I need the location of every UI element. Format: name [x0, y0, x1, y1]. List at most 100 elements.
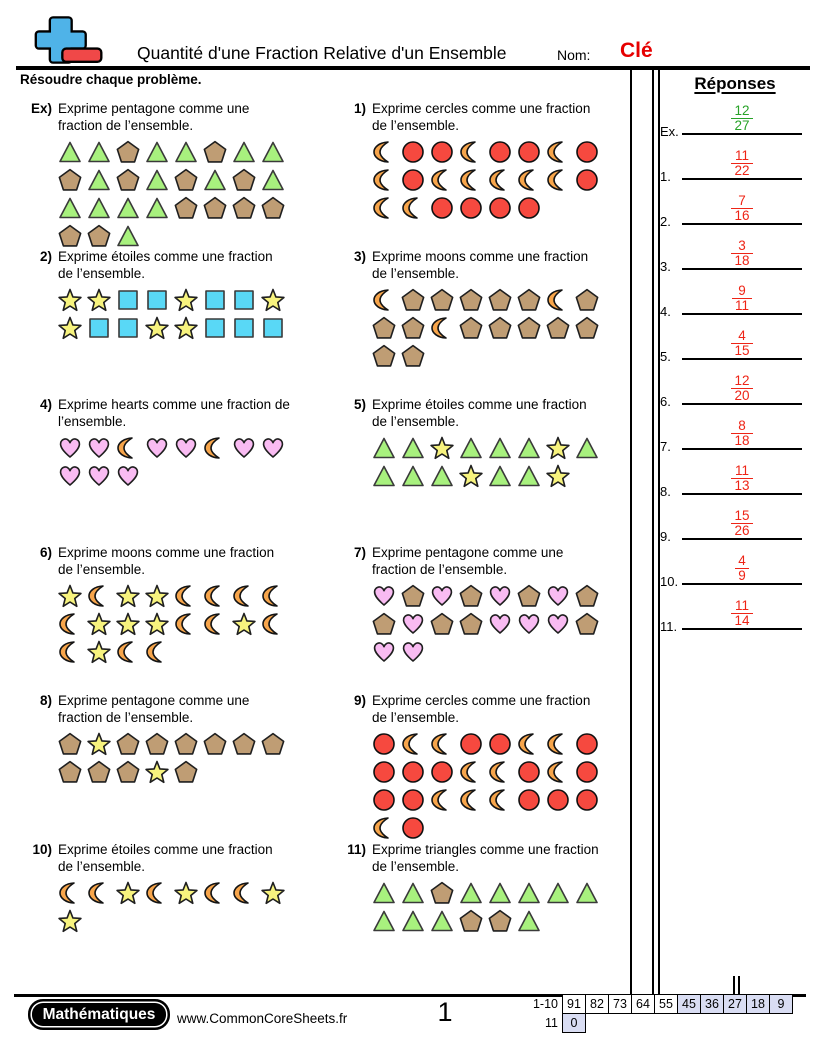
- problem-block: 4) Exprime hearts comme une fraction de l’…: [20, 396, 334, 492]
- fraction-numerator: 11: [734, 598, 749, 613]
- answer-blank-line: [682, 403, 802, 405]
- score-cell: 18: [746, 994, 770, 1014]
- answers-divider-double-line: [652, 66, 660, 996]
- problem-block: 6) Exprime moons comme une fraction de l’e…: [20, 544, 334, 668]
- answer-number: 6.: [660, 394, 671, 409]
- problem-number: 9): [353, 693, 366, 708]
- problem-prompt: Exprime moons comme une fraction de l’ens…: [58, 545, 275, 577]
- shape-row: [58, 224, 334, 252]
- fraction-numerator: 4: [738, 553, 746, 568]
- circle-shape-icon: [402, 817, 424, 839]
- fraction-bar: [731, 208, 753, 209]
- shape-row: [58, 196, 334, 224]
- problem-block: 2) Exprime étoiles comme une fraction de l…: [20, 248, 334, 344]
- pentagon-shape-icon: [430, 612, 454, 635]
- pentagon-shape-icon: [203, 732, 227, 755]
- problem-shapes: [58, 140, 334, 252]
- shape-row: [58, 732, 334, 760]
- name-label: Nom:: [557, 47, 591, 63]
- heart-shape-icon: [262, 438, 284, 458]
- answer-number: 4.: [660, 304, 671, 319]
- answer-fraction: 9 11: [682, 284, 802, 313]
- triangle-shape-icon: [518, 437, 540, 459]
- moon-shape-icon: [373, 817, 389, 839]
- pentagon-shape-icon: [517, 584, 541, 607]
- triangle-shape-icon: [373, 465, 395, 487]
- answer-entry: 5. 4 15: [660, 318, 806, 364]
- pentagon-shape-icon: [203, 140, 227, 163]
- moon-shape-icon: [402, 733, 418, 755]
- answer-entry: 2. 7 16: [660, 183, 806, 229]
- circle-shape-icon: [460, 197, 482, 219]
- heart-shape-icon: [518, 614, 540, 634]
- answer-entry: Ex. 12 27: [660, 93, 806, 139]
- answer-blank-line: [682, 538, 802, 540]
- moon-shape-icon: [146, 641, 162, 663]
- fraction-denominator: 22: [734, 163, 750, 178]
- answer-number: 11.: [660, 619, 678, 634]
- pentagon-shape-icon: [575, 288, 599, 311]
- answer-blank-line: [682, 133, 802, 135]
- shape-row: [372, 732, 648, 760]
- pentagon-shape-icon: [575, 316, 599, 339]
- square-shape-icon: [118, 318, 138, 338]
- answer-entry: 11. 11 14: [660, 588, 806, 634]
- shape-row: [372, 909, 648, 937]
- star-shape-icon: [145, 760, 169, 784]
- problem-shapes: [372, 881, 648, 937]
- problem-shapes: [58, 584, 334, 668]
- heart-shape-icon: [373, 586, 395, 606]
- answer-blank-line: [682, 313, 802, 315]
- score-range-label: 1-10: [532, 997, 558, 1011]
- answer-fraction: 4 15: [682, 329, 802, 358]
- pentagon-shape-icon: [401, 344, 425, 367]
- problem-prompt: Exprime cercles comme une fraction de l’e…: [372, 693, 591, 725]
- triangle-shape-icon: [373, 437, 395, 459]
- triangle-shape-icon: [146, 197, 168, 219]
- answer-fraction: 15 26: [682, 509, 802, 538]
- heart-shape-icon: [175, 438, 197, 458]
- answer-number: 10.: [660, 574, 679, 589]
- moon-shape-icon: [518, 169, 534, 191]
- fraction-bar: [731, 523, 753, 524]
- moon-shape-icon: [88, 882, 104, 904]
- moon-shape-icon: [460, 141, 476, 163]
- pentagon-shape-icon: [488, 288, 512, 311]
- fraction-bar: [731, 163, 753, 164]
- square-shape-icon: [234, 318, 254, 338]
- score-cell: 55: [654, 994, 678, 1014]
- moon-shape-icon: [547, 289, 563, 311]
- fraction-numerator: 4: [738, 328, 746, 343]
- circle-shape-icon: [576, 761, 598, 783]
- moon-shape-icon: [373, 197, 389, 219]
- pentagon-shape-icon: [459, 316, 483, 339]
- moon-shape-icon: [204, 613, 220, 635]
- answer-entry: 3. 3 18: [660, 228, 806, 274]
- fraction-denominator: 9: [738, 568, 746, 583]
- pentagon-shape-icon: [459, 612, 483, 635]
- shape-row: [58, 464, 334, 492]
- fraction-bar: [735, 568, 749, 569]
- moon-shape-icon: [460, 169, 476, 191]
- square-shape-icon: [147, 290, 167, 310]
- problem-number: 8): [39, 693, 52, 708]
- moon-shape-icon: [489, 761, 505, 783]
- shape-row: [372, 788, 648, 816]
- shape-row: [58, 612, 334, 640]
- shape-row: [372, 881, 648, 909]
- heart-shape-icon: [402, 614, 424, 634]
- header-divider: [16, 66, 810, 70]
- moon-shape-icon: [175, 613, 191, 635]
- triangle-shape-icon: [518, 910, 540, 932]
- problem-block: 7) Exprime pentagone comme une fraction de…: [334, 544, 648, 668]
- moon-shape-icon: [373, 169, 389, 191]
- answer-blank-line: [682, 178, 802, 180]
- content-edge-line: [630, 66, 632, 996]
- problem-block: 3) Exprime moons comme une fraction de l’e…: [334, 248, 648, 372]
- star-shape-icon: [87, 732, 111, 756]
- triangle-shape-icon: [547, 882, 569, 904]
- star-shape-icon: [87, 640, 111, 664]
- circle-shape-icon: [431, 141, 453, 163]
- answer-entry: 9. 15 26: [660, 498, 806, 544]
- moon-shape-icon: [402, 197, 418, 219]
